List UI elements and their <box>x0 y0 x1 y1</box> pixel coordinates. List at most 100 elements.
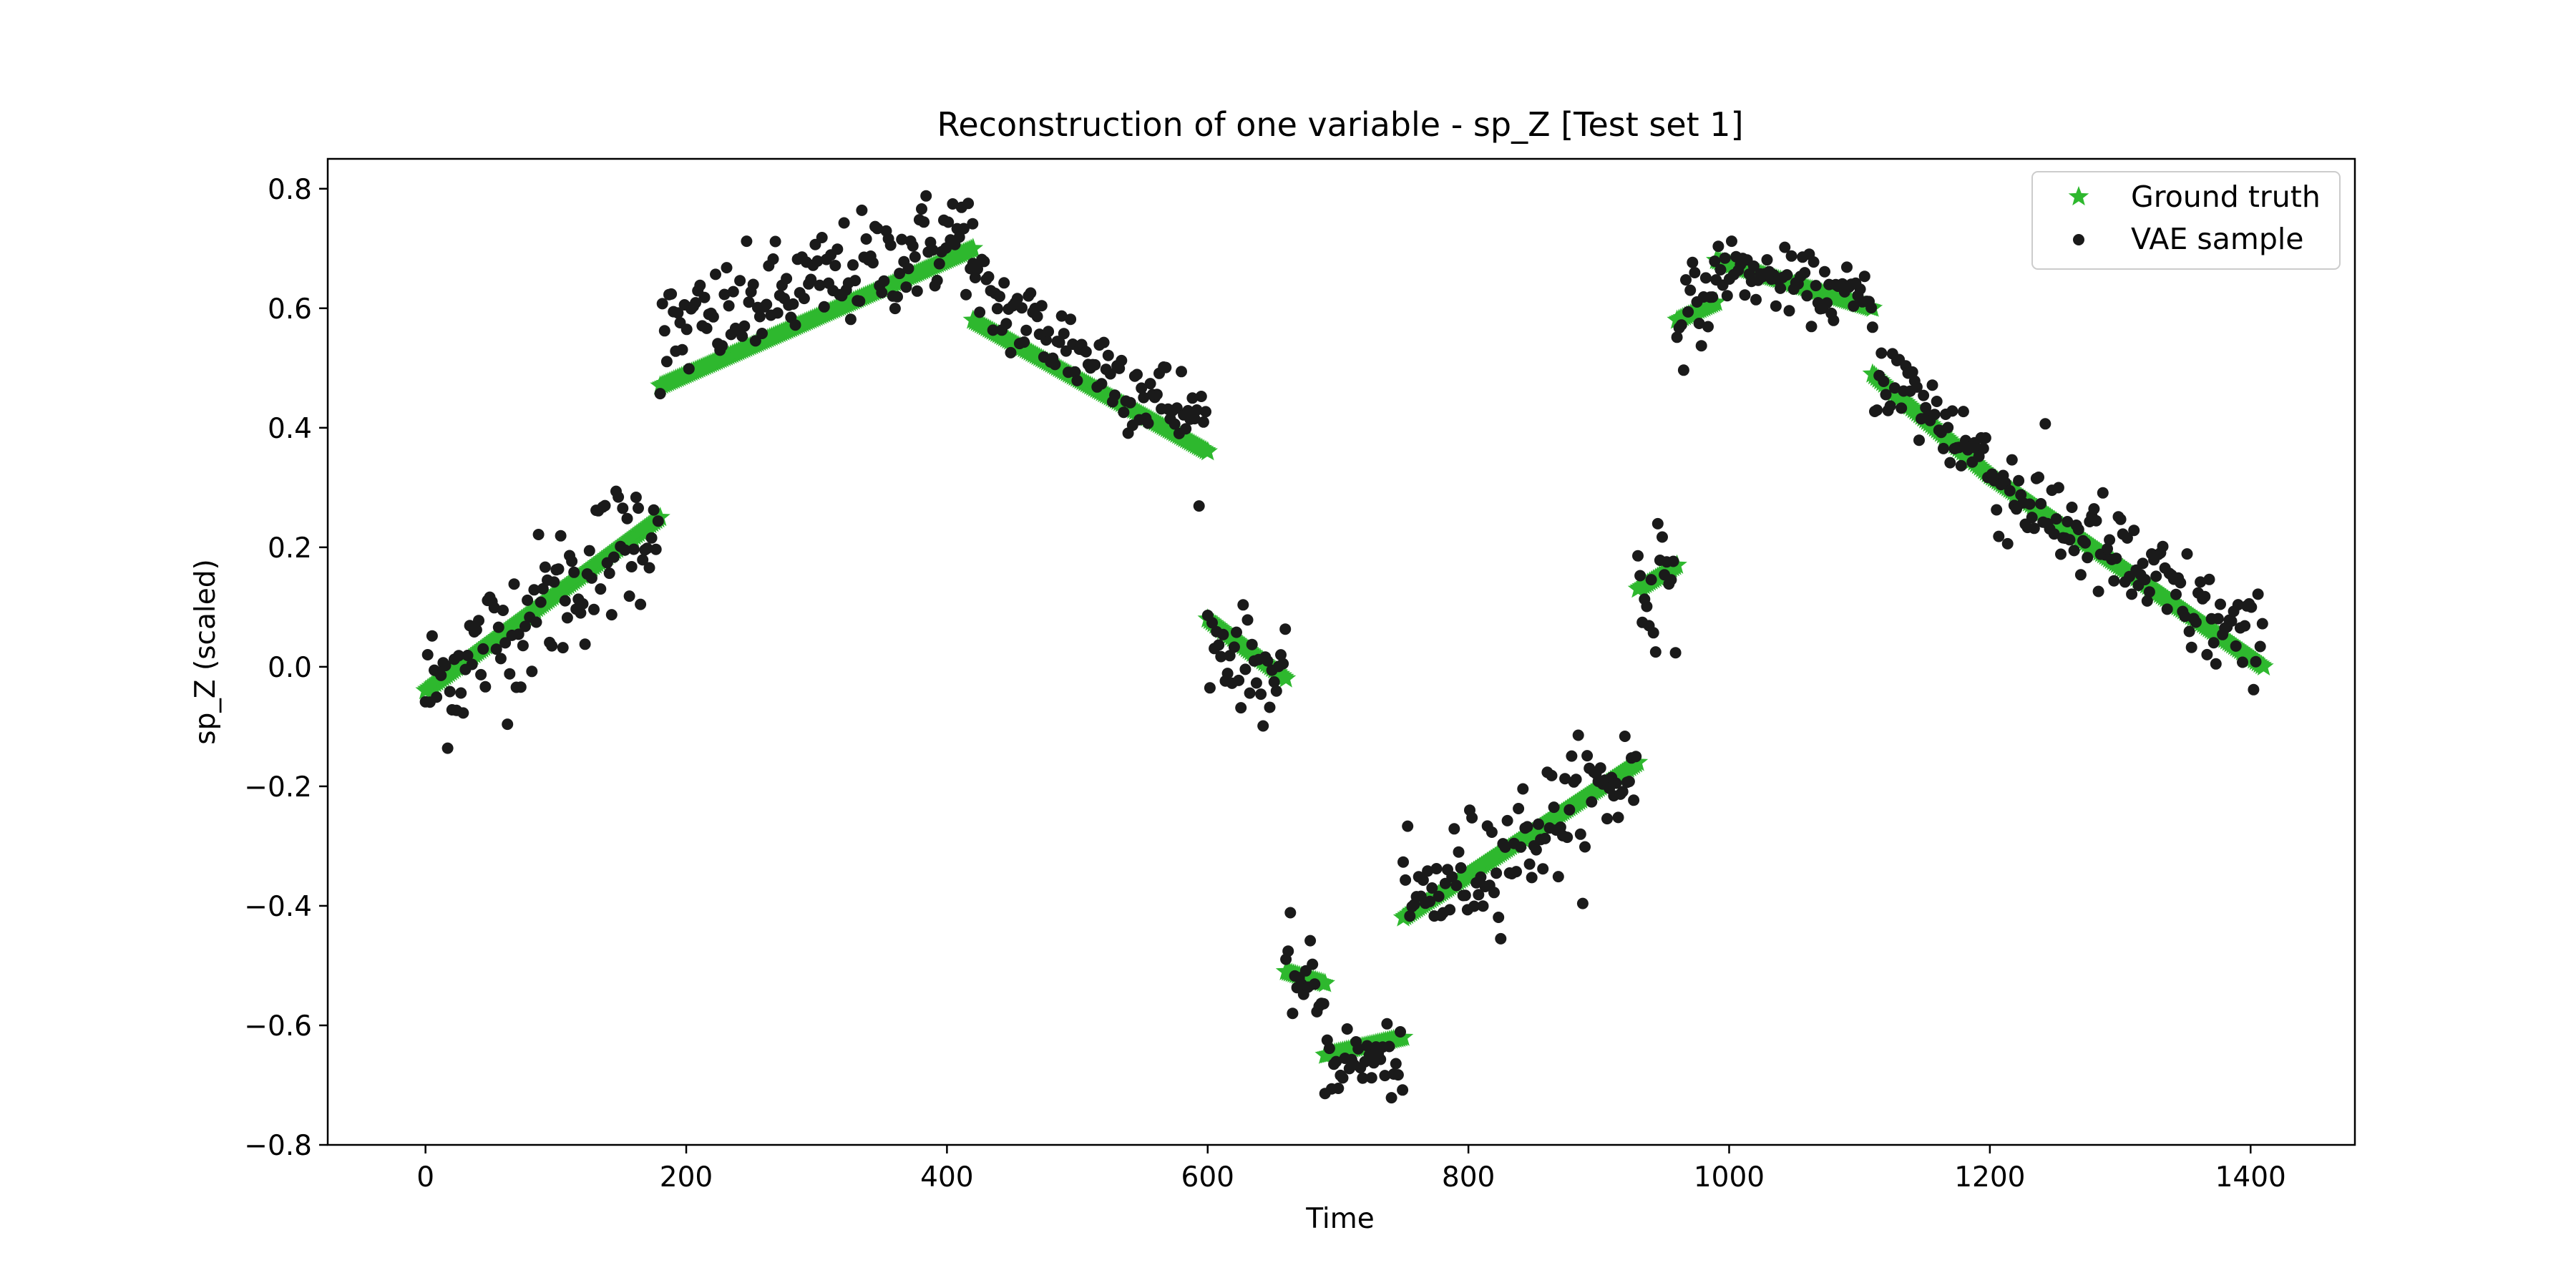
vae-sample-point <box>969 272 981 283</box>
vae-sample-point <box>645 532 658 544</box>
vae-sample-point <box>1931 396 1943 407</box>
y-tick-label: 0.8 <box>268 174 312 206</box>
vae-sample-point <box>1515 841 1527 853</box>
vae-sample-point <box>1537 863 1549 875</box>
vae-sample-point <box>1035 300 1048 312</box>
vae-sample-point <box>1058 328 1070 340</box>
vae-sample-point <box>654 388 666 400</box>
vae-sample-point <box>623 590 635 602</box>
vae-sample-point <box>1493 912 1505 923</box>
vae-sample-point <box>2024 498 2036 510</box>
vae-sample-point <box>648 504 660 516</box>
vae-sample-point <box>798 293 810 305</box>
vae-sample-point <box>854 295 866 307</box>
vae-sample-point <box>1888 382 1901 394</box>
vae-sample-point <box>421 649 434 660</box>
vae-sample-point <box>1801 290 1813 302</box>
vae-sample-point <box>1109 389 1121 401</box>
vae-sample-point <box>2028 522 2040 535</box>
vae-sample-point <box>1379 1070 1391 1082</box>
vae-sample-point <box>1397 1084 1409 1096</box>
vae-sample-point <box>479 680 492 693</box>
vae-sample-point <box>1124 396 1136 409</box>
vae-sample-point <box>2072 524 2084 535</box>
vae-sample-point <box>676 343 688 356</box>
vae-sample-point <box>747 278 759 291</box>
x-tick-label: 1400 <box>2215 1161 2286 1194</box>
vae-sample-point <box>1491 867 1503 879</box>
vae-sample-point <box>1779 241 1791 253</box>
vae-sample-point <box>1645 574 1657 586</box>
vae-sample-point <box>1459 889 1471 902</box>
vae-sample-point <box>621 512 633 525</box>
vae-sample-point <box>889 303 901 315</box>
vae-sample-point <box>2210 658 2222 670</box>
vae-sample-point <box>1726 235 1737 248</box>
vae-sample-point <box>1215 650 1227 663</box>
vae-sample-point <box>1049 358 1061 371</box>
vae-sample-point <box>2108 575 2120 587</box>
vae-sample-point <box>1197 416 1209 428</box>
vae-sample-point <box>546 640 558 652</box>
vae-sample-point <box>1955 459 1967 472</box>
vae-sample-point <box>1495 932 1507 945</box>
vae-sample-point <box>1424 895 1436 907</box>
vae-sample-point <box>2215 598 2226 610</box>
vae-sample-point <box>1053 336 1065 348</box>
vae-sample-point <box>916 203 927 215</box>
vae-sample-point <box>599 499 611 512</box>
vae-sample-point <box>1858 270 1870 283</box>
vae-sample-point <box>694 279 706 291</box>
x-axis-label: Time <box>1305 1203 1374 1235</box>
vae-sample-point <box>1884 400 1896 412</box>
vae-sample-point <box>617 502 629 514</box>
vae-sample-point <box>2256 618 2268 630</box>
vae-sample-point <box>1854 283 1866 296</box>
vae-sample-point <box>856 204 868 216</box>
vae-sample-point <box>504 668 516 680</box>
vae-sample-point <box>1878 376 1890 387</box>
vae-sample-point <box>603 567 615 580</box>
vae-sample-point <box>431 691 443 703</box>
vae-sample-point <box>522 594 534 606</box>
vae-sample-point <box>2068 545 2080 557</box>
vae-sample-point <box>894 268 906 280</box>
vae-sample-point <box>1689 267 1701 278</box>
vae-sample-point <box>1781 269 1793 281</box>
vae-sample-point <box>1695 340 1707 352</box>
vae-sample-point <box>439 660 452 672</box>
vae-sample-point <box>2033 472 2044 483</box>
vae-sample-point <box>1750 293 1762 306</box>
vae-sample-point <box>892 291 903 303</box>
vae-sample-point <box>462 650 474 661</box>
vae-sample-point <box>473 615 484 627</box>
vae-sample-point <box>1217 628 1229 640</box>
vae-sample-point <box>1619 731 1631 742</box>
vae-sample-point <box>2104 534 2116 546</box>
vae-sample-point <box>1262 655 1274 667</box>
vae-sample-point <box>2230 640 2242 652</box>
vae-sample-point <box>805 273 817 286</box>
vae-sample-point <box>490 643 502 655</box>
vae-sample-point <box>2039 418 2051 430</box>
vae-sample-point <box>982 270 995 283</box>
y-tick-label: 0.2 <box>268 532 312 565</box>
vae-sample-point <box>2250 655 2262 668</box>
vae-sample-point <box>907 240 919 252</box>
vae-sample-point <box>1699 272 1712 284</box>
vae-sample-point <box>1186 392 1199 404</box>
vae-sample-point <box>1957 406 1969 418</box>
vae-sample-point <box>1521 821 1533 833</box>
vae-sample-point <box>727 286 739 298</box>
vae-sample-point <box>957 223 970 235</box>
vae-sample-point <box>1189 413 1201 425</box>
vae-sample-point <box>829 260 841 272</box>
legend-vae-sample-dot-icon <box>2073 234 2084 245</box>
vae-sample-point <box>860 233 872 245</box>
vae-sample-point <box>1180 423 1192 435</box>
vae-sample-point <box>962 197 975 210</box>
vae-sample-point <box>1623 776 1635 788</box>
vae-sample-point <box>630 492 642 503</box>
vae-sample-point <box>613 491 625 503</box>
